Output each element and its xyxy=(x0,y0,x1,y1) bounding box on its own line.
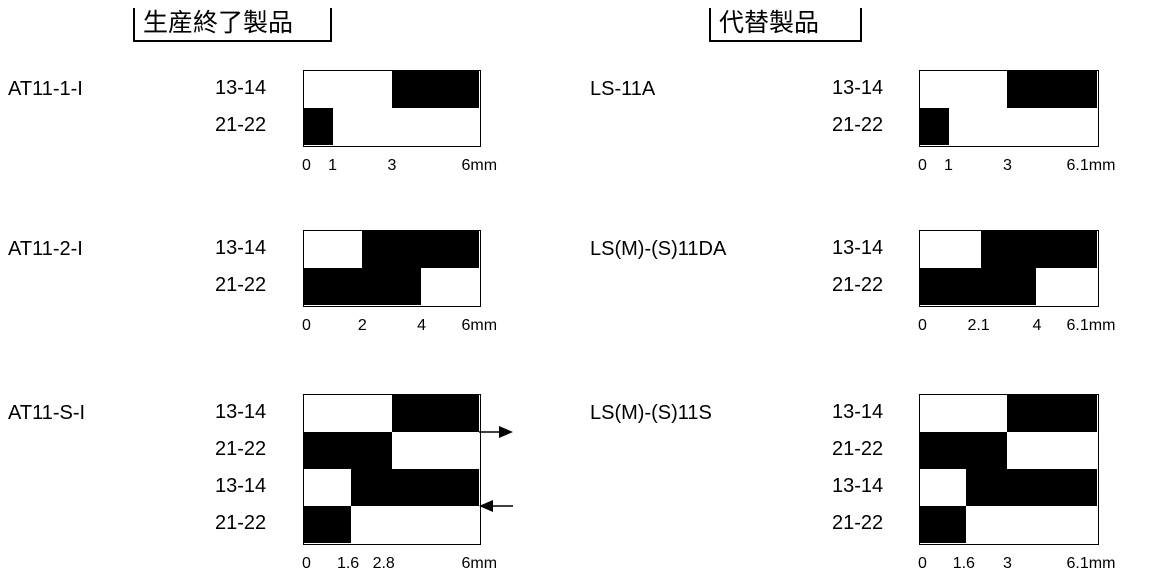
closed-segment xyxy=(304,108,334,145)
stroke-tick-label: 6mm xyxy=(461,157,498,174)
model-name: LS(M)-(S)11S xyxy=(590,402,712,424)
contact-track xyxy=(920,395,1098,432)
stroke-tick-label: 6.1mm xyxy=(1066,555,1116,572)
stroke-tick-label: 2.8 xyxy=(372,555,395,572)
closed-segment xyxy=(1007,71,1097,108)
heading-replacement-products: 代替製品 xyxy=(709,8,862,42)
closed-segment xyxy=(1007,395,1097,432)
contact-track xyxy=(920,506,1098,543)
contact-track xyxy=(304,432,480,469)
stroke-tick-label: 0 xyxy=(302,555,311,572)
contact-label: 21-22 xyxy=(215,512,267,534)
contact-track xyxy=(304,268,480,305)
contact-label: 13-14 xyxy=(215,77,267,99)
contact-track xyxy=(304,506,480,543)
stroke-tick-label: 0 xyxy=(302,317,311,334)
stroke-tick-label: 0 xyxy=(302,157,311,174)
stroke-tick-label: 0 xyxy=(918,317,927,334)
contact-label: 13-14 xyxy=(832,77,884,99)
contact-label: 21-22 xyxy=(832,114,884,136)
stroke-tick-label: 6.1mm xyxy=(1066,317,1116,334)
stroke-tick-label: 3 xyxy=(1003,555,1012,572)
contact-label: 13-14 xyxy=(215,475,267,497)
contact-label: 21-22 xyxy=(832,512,884,534)
arrow-left-icon xyxy=(479,500,513,512)
contact-diagram-at11-2-i xyxy=(303,230,481,307)
contact-diagram-ls-m-s-11da xyxy=(919,230,1099,307)
model-name: LS-11A xyxy=(590,78,656,100)
stroke-tick-label: 6.1mm xyxy=(1066,157,1116,174)
contact-track xyxy=(304,231,480,268)
arrow-right-icon xyxy=(479,426,513,438)
stroke-tick-label: 6mm xyxy=(461,555,498,572)
closed-segment xyxy=(391,71,479,108)
closed-segment xyxy=(966,469,1097,506)
model-name: AT11-1-I xyxy=(8,78,83,100)
contact-label: 21-22 xyxy=(215,274,267,296)
contact-track xyxy=(920,432,1098,469)
contact-track xyxy=(304,469,480,506)
stroke-tick-label: 4 xyxy=(1032,317,1042,334)
closed-segment xyxy=(920,432,1008,469)
contact-label: 21-22 xyxy=(215,114,267,136)
closed-segment xyxy=(304,268,421,305)
stroke-tick-label: 2.1 xyxy=(967,317,990,334)
stroke-tick-label: 0 xyxy=(918,157,927,174)
closed-segment xyxy=(980,231,1097,268)
contact-track xyxy=(920,71,1098,108)
contact-track xyxy=(304,108,480,145)
contact-diagram-at11-1-i xyxy=(303,70,481,147)
contact-label: 21-22 xyxy=(215,438,267,460)
contact-track xyxy=(920,231,1098,268)
stroke-tick-label: 1 xyxy=(944,157,953,174)
closed-segment xyxy=(350,469,479,506)
model-name: AT11-2-I xyxy=(8,238,83,260)
contact-track xyxy=(920,268,1098,305)
closed-segment xyxy=(304,432,392,469)
stroke-tick-label: 6mm xyxy=(461,317,498,334)
contact-track xyxy=(920,108,1098,145)
contact-track xyxy=(304,71,480,108)
contact-label: 13-14 xyxy=(215,401,267,423)
contact-label: 13-14 xyxy=(832,401,884,423)
heading-discontinued-products: 生産終了製品 xyxy=(133,8,332,42)
contact-track xyxy=(920,469,1098,506)
closed-segment xyxy=(920,108,950,145)
model-name: LS(M)-(S)11DA xyxy=(590,238,727,260)
stroke-tick-label: 1.6 xyxy=(952,555,975,572)
contact-label: 13-14 xyxy=(832,475,884,497)
stroke-tick-label: 2 xyxy=(357,317,367,334)
contact-diagram-ls-11a xyxy=(919,70,1099,147)
model-name: AT11-S-I xyxy=(8,402,86,424)
closed-segment xyxy=(391,395,479,432)
closed-segment xyxy=(362,231,479,268)
closed-segment xyxy=(920,506,967,543)
contact-label: 13-14 xyxy=(832,237,884,259)
contact-track xyxy=(304,395,480,432)
stroke-tick-label: 4 xyxy=(417,317,427,334)
contact-label: 21-22 xyxy=(832,274,884,296)
stroke-tick-label: 3 xyxy=(387,157,397,174)
stroke-tick-label: 1 xyxy=(328,157,338,174)
contact-diagram-at11-s-i xyxy=(303,394,481,545)
contact-label: 21-22 xyxy=(832,438,884,460)
contact-diagram-ls-m-s-11s xyxy=(919,394,1099,545)
stroke-tick-label: 1.6 xyxy=(336,555,360,572)
contact-label: 13-14 xyxy=(215,237,267,259)
stroke-tick-label: 0 xyxy=(918,555,927,572)
closed-segment xyxy=(920,268,1037,305)
closed-segment xyxy=(304,506,351,543)
stroke-tick-label: 3 xyxy=(1003,157,1012,174)
